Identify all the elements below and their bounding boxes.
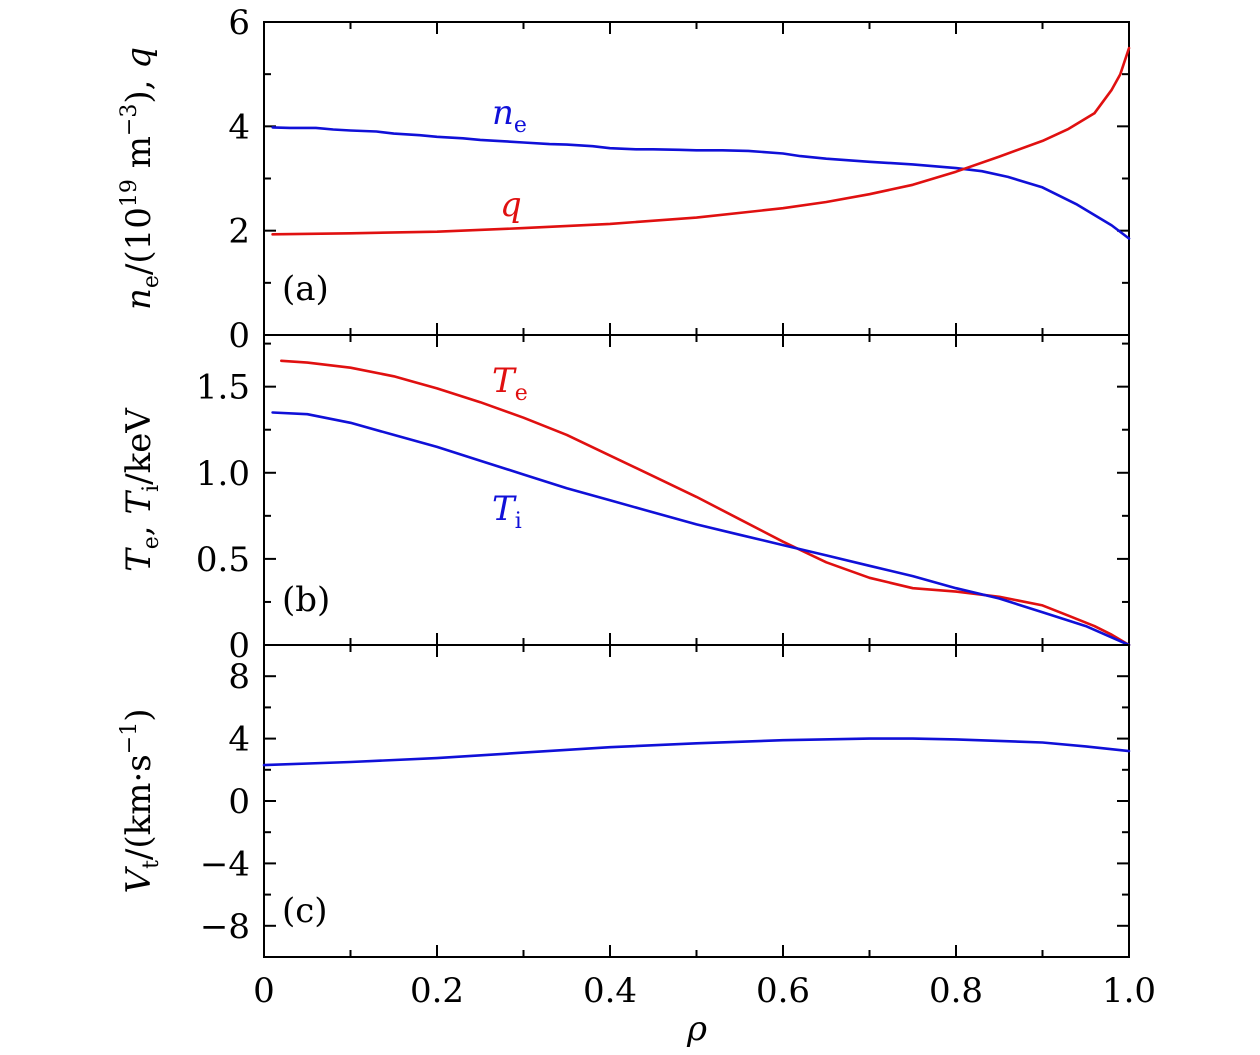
panel-b-y-axis-title: Te, Ti/keV — [119, 407, 164, 572]
panel-c-frame — [263, 644, 1130, 958]
y-tick-label: 0 — [228, 782, 250, 822]
series-q-label: q — [500, 185, 522, 225]
x-tick-label: 0.4 — [583, 971, 637, 1011]
x-tick-label: 1.0 — [1102, 971, 1156, 1011]
series-q-line — [271, 46, 1131, 236]
x-tick-label: 0 — [253, 971, 275, 1011]
y-tick-label: 0 — [228, 316, 250, 356]
series-ne-line — [271, 126, 1131, 240]
series-Ti-line — [271, 411, 1131, 647]
panel-c-y-axis-title: Vt/(km·s−1) — [117, 709, 164, 894]
x-tick-label: 0.6 — [756, 971, 810, 1011]
panel-b-tag: (b) — [282, 580, 330, 620]
series-Vt-line — [262, 737, 1131, 767]
y-tick-label: 6 — [228, 3, 250, 43]
panel-c: −8 −4 0 4 8 (c) Vt/(km·s−1) — [117, 644, 1131, 958]
panel-c-tag: (c) — [282, 891, 328, 931]
panel-a-y-axis-title: ne/(1019 m−3), q — [117, 47, 164, 310]
x-axis-tick-labels: 0 0.2 0.4 0.6 0.8 1.0 — [253, 971, 1156, 1011]
y-tick-label: 1.5 — [196, 368, 250, 408]
series-Te-line — [280, 359, 1131, 647]
panel-a-tag: (a) — [282, 269, 329, 309]
y-tick-label: 0 — [228, 626, 250, 666]
panel-a: 0 2 4 6 ne q (a) ne/(1019 m−3), q — [117, 3, 1131, 356]
panel-b: 0 0.5 1.0 1.5 Te Ti (b) Te, Ti/keV — [119, 334, 1131, 666]
y-tick-label: −4 — [200, 844, 250, 884]
y-tick-label: −8 — [200, 907, 250, 947]
series-Te-label: Te — [492, 361, 528, 406]
x-tick-label: 0.8 — [929, 971, 983, 1011]
y-tick-label: 4 — [228, 107, 250, 147]
y-tick-label: 8 — [228, 657, 250, 697]
panel-a-frame — [263, 21, 1130, 336]
x-tick-label: 0.2 — [410, 971, 464, 1011]
y-tick-label: 2 — [228, 212, 250, 252]
y-tick-label: 0.5 — [196, 540, 250, 580]
panels: 0 2 4 6 ne q (a) ne/(1019 m−3), q 0 0.5 1.0 1.5 Te Ti… — [117, 3, 1131, 958]
x-axis-title: ρ — [686, 1009, 707, 1049]
series-ne-label: ne — [492, 93, 527, 138]
y-tick-label: 1.0 — [196, 454, 250, 494]
series-Ti-label: Ti — [492, 489, 522, 534]
y-tick-label: 4 — [228, 720, 250, 760]
